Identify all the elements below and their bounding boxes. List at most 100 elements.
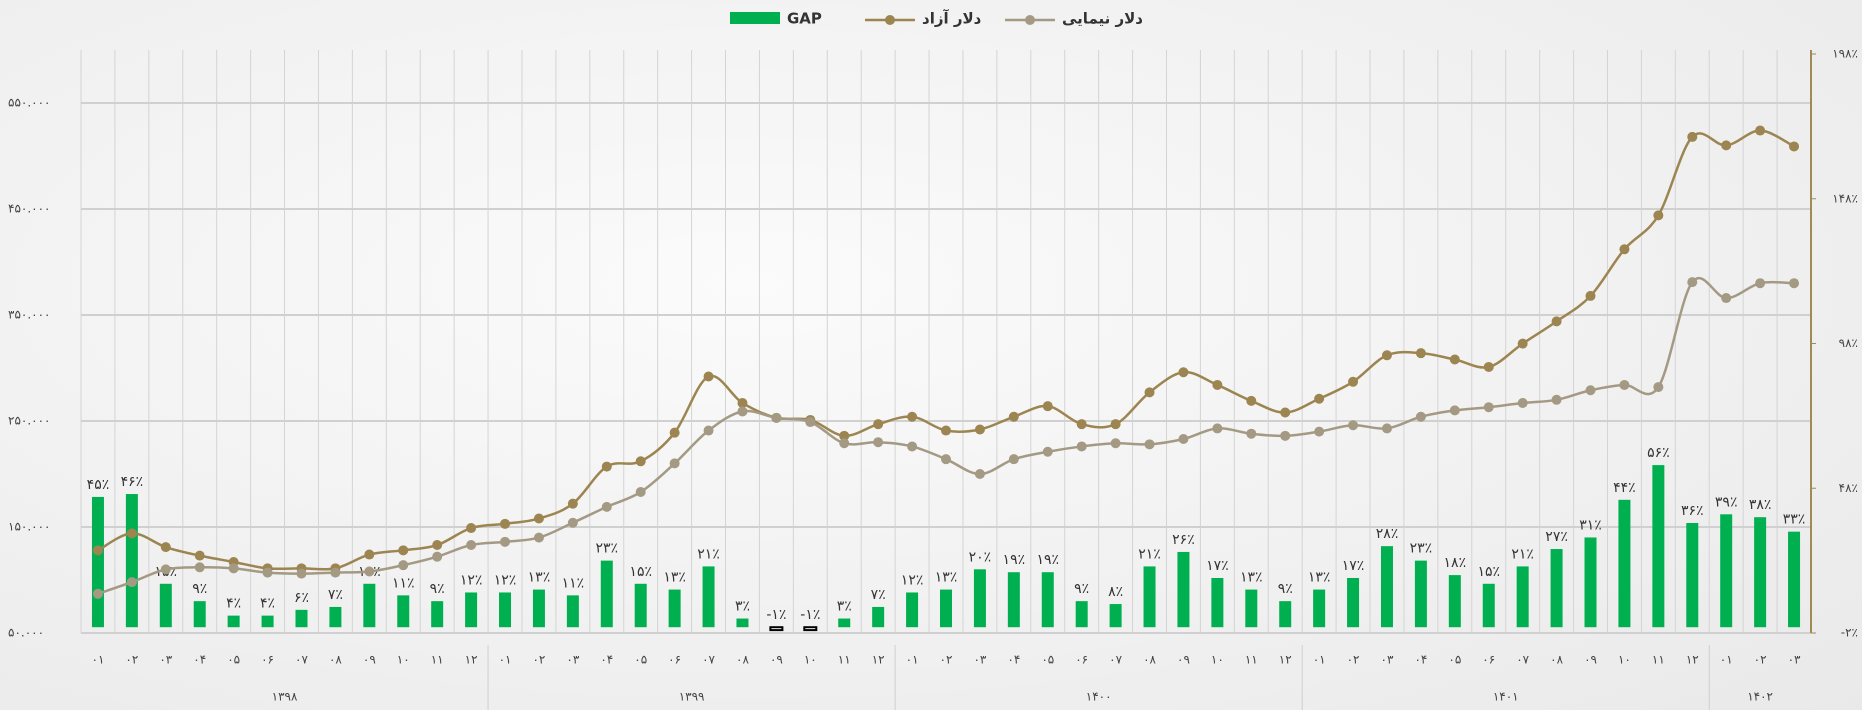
x-tick-label: ۰۹ bbox=[1584, 653, 1597, 667]
point bbox=[398, 560, 409, 571]
x-tick-label: ۱۱ bbox=[838, 653, 851, 667]
bar bbox=[940, 589, 952, 628]
bar bbox=[465, 592, 478, 628]
bar-label: ۴۶٪ bbox=[121, 474, 144, 490]
bar bbox=[1754, 517, 1767, 628]
point bbox=[1280, 430, 1291, 441]
x-tick-label: ۰۳ bbox=[159, 653, 172, 667]
point bbox=[1789, 141, 1800, 152]
point bbox=[126, 577, 137, 588]
x-tick-label: ۰۲ bbox=[1347, 653, 1360, 667]
point bbox=[1415, 411, 1426, 422]
point bbox=[92, 545, 103, 556]
bar-label: ۳٪ bbox=[837, 599, 852, 615]
bar bbox=[261, 615, 274, 628]
bar-label: ۲۳٪ bbox=[1410, 541, 1433, 557]
point bbox=[1653, 210, 1664, 221]
y-tick-label: ۲۵۰.۰۰۰ bbox=[8, 414, 51, 428]
point bbox=[126, 528, 137, 539]
bar-label: -۱٪ bbox=[800, 607, 820, 623]
bar bbox=[1041, 572, 1054, 628]
x-tick-label: ۰۹ bbox=[363, 653, 376, 667]
point bbox=[160, 564, 171, 575]
x-tick-label: ۰۴ bbox=[193, 653, 206, 667]
bar-label: ۹٪ bbox=[1278, 581, 1293, 597]
point bbox=[1280, 407, 1291, 418]
bar bbox=[634, 583, 647, 628]
point bbox=[1348, 376, 1359, 387]
bar-label: ۱۳٪ bbox=[935, 570, 958, 586]
point bbox=[1314, 393, 1325, 404]
x-tick-label: ۱۱ bbox=[1245, 653, 1258, 667]
bar-label: ۲۷٪ bbox=[1545, 529, 1568, 545]
point bbox=[1144, 439, 1155, 450]
point bbox=[262, 567, 273, 578]
bar bbox=[1380, 546, 1393, 628]
y2-tick-label: ۱۹۸٪ bbox=[1832, 47, 1858, 61]
point bbox=[466, 540, 477, 551]
point bbox=[1246, 428, 1257, 439]
bar bbox=[499, 592, 512, 628]
point bbox=[907, 441, 918, 452]
y-tick-label: ۴۵۰.۰۰۰ bbox=[8, 202, 51, 216]
point bbox=[500, 518, 511, 529]
bar-label: ۳٪ bbox=[735, 599, 750, 615]
bar-label: ۹٪ bbox=[430, 581, 445, 597]
bar-label: ۸٪ bbox=[1108, 584, 1123, 600]
x-tick-label: ۱۲ bbox=[872, 653, 885, 667]
x-tick-label: ۰۱ bbox=[1720, 653, 1733, 667]
point bbox=[466, 523, 477, 534]
x-tick-label: ۰۸ bbox=[329, 653, 342, 667]
point bbox=[1348, 420, 1359, 431]
legend-marker bbox=[1025, 15, 1035, 25]
x-tick-label: ۰۷ bbox=[1109, 653, 1122, 667]
bar bbox=[769, 626, 784, 632]
bar bbox=[1075, 601, 1088, 628]
bar bbox=[397, 595, 410, 628]
point bbox=[330, 567, 341, 578]
bar bbox=[1482, 583, 1495, 628]
point bbox=[1314, 426, 1325, 437]
x-tick-label: ۰۴ bbox=[600, 653, 613, 667]
point bbox=[1008, 454, 1019, 465]
x-tick-label: ۰۷ bbox=[1516, 653, 1529, 667]
point bbox=[635, 487, 646, 498]
point bbox=[873, 419, 884, 430]
bar-label: ۱۳٪ bbox=[1240, 570, 1263, 586]
bar-label: ۳۱٪ bbox=[1579, 517, 1602, 533]
point bbox=[1483, 402, 1494, 413]
bar bbox=[1245, 589, 1258, 628]
point bbox=[567, 498, 578, 509]
x-tick-label: ۰۵ bbox=[634, 653, 647, 667]
year-label: ۱۴۰۱ bbox=[1493, 690, 1519, 704]
bar bbox=[1448, 575, 1461, 628]
bar-label: ۳۸٪ bbox=[1749, 497, 1772, 513]
point bbox=[1551, 316, 1562, 327]
bar bbox=[1211, 577, 1224, 628]
bar bbox=[227, 615, 240, 628]
bar-label: ۳۳٪ bbox=[1783, 512, 1806, 528]
point bbox=[703, 425, 714, 436]
x-tick-label: ۰۳ bbox=[973, 653, 986, 667]
y-tick-label: ۳۵۰.۰۰۰ bbox=[8, 308, 51, 322]
bar bbox=[125, 494, 138, 628]
x-tick-label: ۱۰ bbox=[1211, 653, 1224, 667]
point bbox=[737, 397, 748, 408]
bar-label: ۱۵٪ bbox=[1477, 564, 1500, 580]
x-tick-label: ۰۱ bbox=[499, 653, 512, 667]
bar bbox=[1177, 551, 1190, 628]
bar bbox=[1618, 499, 1631, 628]
point bbox=[1008, 411, 1019, 422]
bar bbox=[1143, 566, 1156, 628]
point bbox=[1755, 278, 1766, 289]
point bbox=[1381, 350, 1392, 361]
point bbox=[941, 454, 951, 465]
bar-label: ۱۸٪ bbox=[1444, 555, 1467, 571]
point bbox=[1178, 434, 1189, 445]
point bbox=[974, 469, 985, 479]
bar-label: ۲۸٪ bbox=[1376, 526, 1399, 542]
point bbox=[601, 501, 612, 512]
bar bbox=[1414, 560, 1427, 628]
legend-label: GAP bbox=[787, 10, 822, 28]
bar bbox=[1652, 465, 1665, 628]
